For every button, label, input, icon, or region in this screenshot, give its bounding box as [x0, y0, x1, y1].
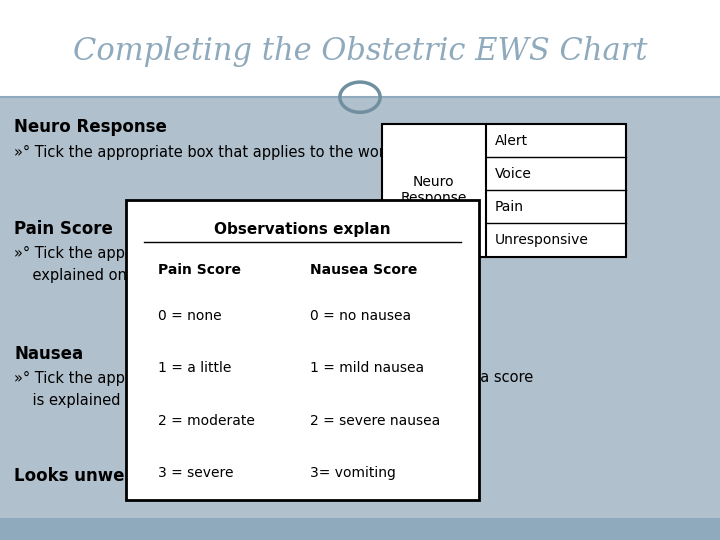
Text: Nausea Score: Nausea Score: [310, 263, 417, 277]
Text: explained on t: explained on t: [14, 268, 138, 283]
Text: 3= vomiting: 3= vomiting: [310, 466, 395, 480]
Text: Voice: Voice: [495, 167, 531, 181]
Text: Pain Score: Pain Score: [14, 220, 113, 239]
Text: s: s: [618, 246, 626, 261]
Text: Neuro Response: Neuro Response: [14, 118, 167, 136]
Text: »° Tick the appro: »° Tick the appro: [14, 246, 140, 261]
Text: Pain Score: Pain Score: [158, 263, 241, 277]
Text: Pain: Pain: [495, 200, 523, 214]
Text: »° Tick the appropriate box that applies to the woman: »° Tick the appropriate box that applies…: [14, 145, 412, 160]
Text: 2 = severe nausea: 2 = severe nausea: [310, 414, 440, 428]
Text: Looks unwell: Looks unwell: [14, 467, 136, 485]
Text: 1 = a little: 1 = a little: [158, 361, 232, 375]
Text: is explained o: is explained o: [14, 393, 135, 408]
Bar: [0, 518, 720, 540]
Text: 3 = severe: 3 = severe: [158, 466, 234, 480]
Text: Nausea: Nausea: [14, 345, 84, 363]
Text: Completing the Obstetric EWS Chart: Completing the Obstetric EWS Chart: [73, 36, 647, 67]
Bar: [0, 0, 720, 97]
Text: Unresponsive: Unresponsive: [495, 233, 588, 247]
Text: Alert: Alert: [495, 134, 528, 148]
Text: 2 = moderate: 2 = moderate: [158, 414, 256, 428]
Text: 0 = no nausea: 0 = no nausea: [310, 309, 410, 323]
Text: 1 = mild nausea: 1 = mild nausea: [310, 361, 424, 375]
Text: n. The nausea score: n. The nausea score: [385, 370, 534, 386]
Text: »° Tick the appro: »° Tick the appro: [14, 370, 140, 386]
Text: Neuro
Response: Neuro Response: [400, 176, 467, 205]
Bar: [382, 124, 626, 256]
Bar: [126, 200, 479, 500]
Text: 0 = none: 0 = none: [158, 309, 222, 323]
Text: Observations explan: Observations explan: [214, 222, 391, 237]
